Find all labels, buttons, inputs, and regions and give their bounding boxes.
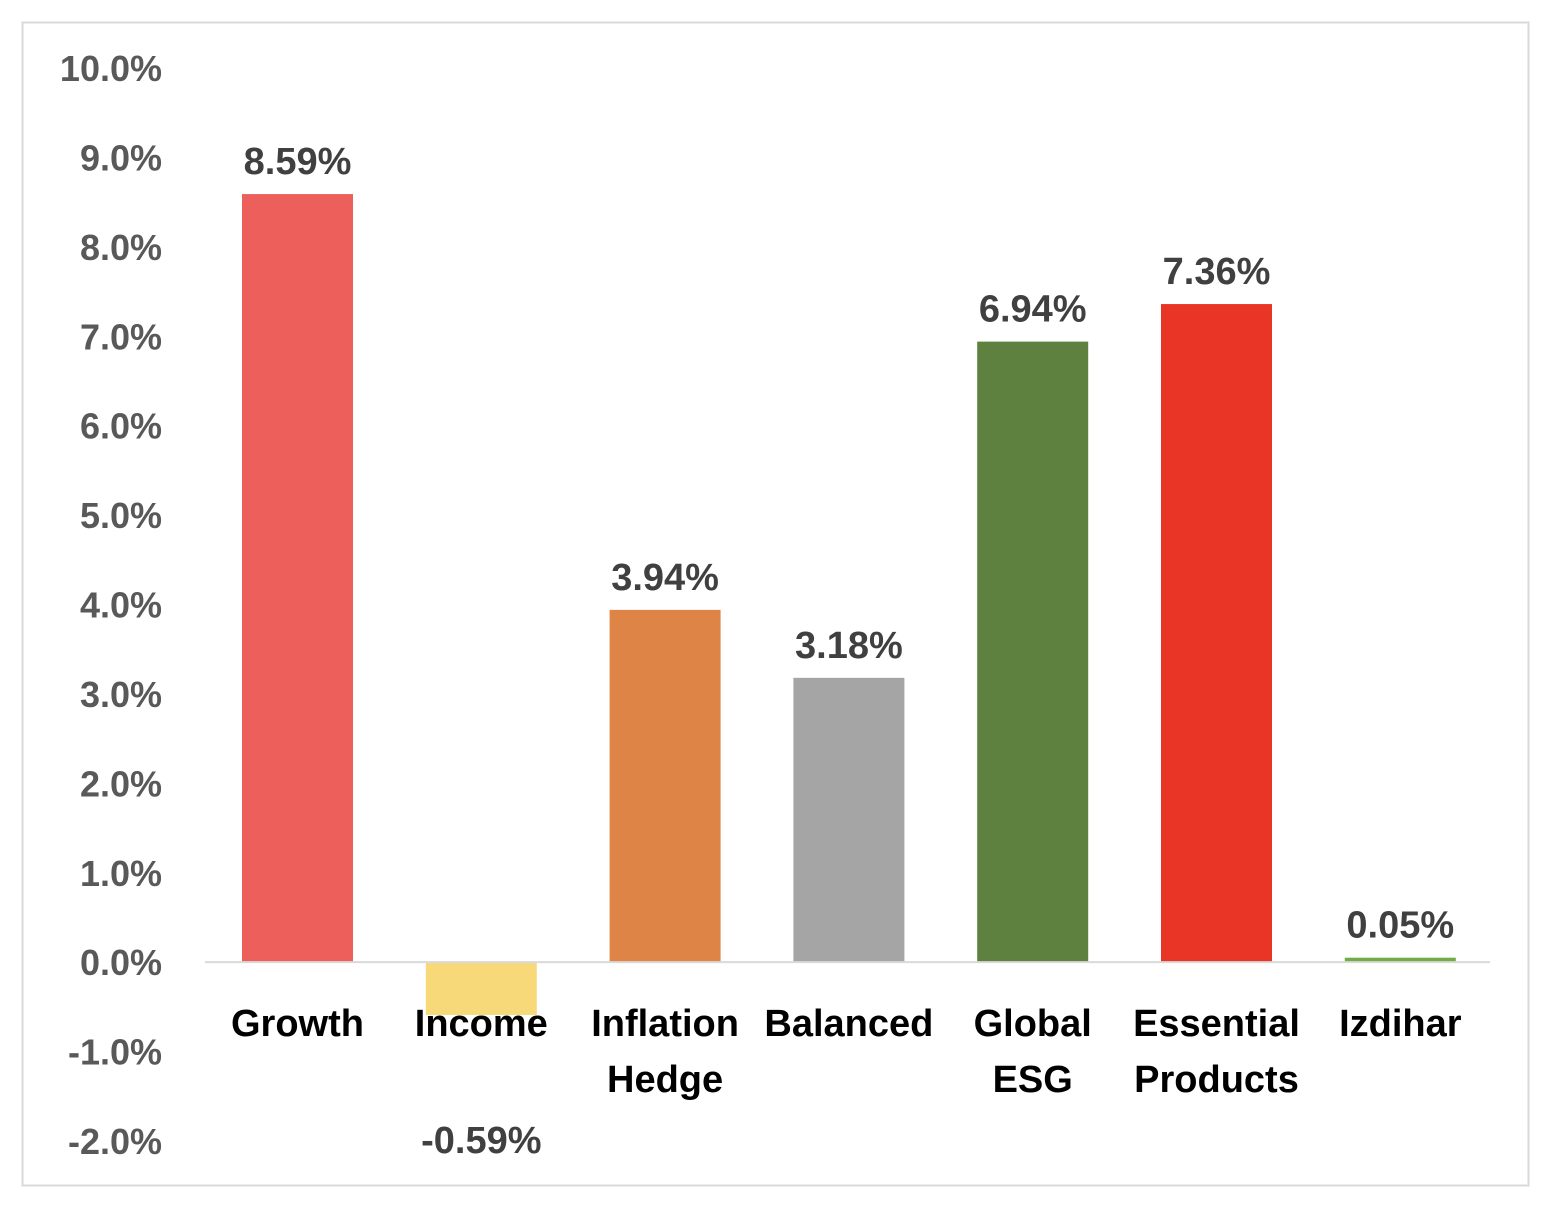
y-tick-label: 10.0% bbox=[60, 48, 162, 89]
y-tick-label: -1.0% bbox=[68, 1032, 162, 1073]
category-label: Balanced bbox=[764, 1003, 933, 1045]
data-label: -0.59% bbox=[421, 1120, 541, 1162]
data-label: 3.94% bbox=[611, 557, 719, 599]
data-label: 3.18% bbox=[795, 625, 903, 667]
category-label: ESG bbox=[993, 1059, 1073, 1101]
bar bbox=[793, 677, 905, 963]
y-tick-label: 5.0% bbox=[80, 495, 162, 536]
y-tick-label: 2.0% bbox=[80, 763, 162, 804]
bar bbox=[425, 962, 537, 1015]
y-tick-label: 0.0% bbox=[80, 942, 162, 983]
bar bbox=[242, 194, 353, 963]
bar bbox=[609, 609, 721, 963]
data-label: 6.94% bbox=[979, 289, 1087, 331]
data-label: 8.59% bbox=[244, 141, 352, 183]
y-tick-label: 3.0% bbox=[80, 674, 162, 715]
category-label: Essential bbox=[1133, 1003, 1300, 1045]
category-label: Izdihar bbox=[1339, 1003, 1462, 1045]
bar bbox=[1161, 304, 1272, 963]
data-label: 7.36% bbox=[1163, 251, 1271, 293]
category-label: Income bbox=[415, 1003, 548, 1045]
category-label: Growth bbox=[231, 1003, 364, 1045]
y-tick-label: 6.0% bbox=[80, 406, 162, 447]
category-label: Global bbox=[974, 1003, 1092, 1045]
y-tick-label: 4.0% bbox=[80, 585, 162, 626]
y-tick-label: 8.0% bbox=[80, 227, 162, 268]
category-label: Hedge bbox=[607, 1059, 723, 1101]
bar bbox=[1344, 957, 1456, 963]
category-label: Inflation bbox=[591, 1003, 739, 1045]
bar bbox=[977, 341, 1089, 963]
data-label: 0.05% bbox=[1346, 905, 1454, 947]
y-tick-label: 7.0% bbox=[80, 316, 162, 357]
y-tick-label: 1.0% bbox=[80, 853, 162, 894]
category-label: Products bbox=[1134, 1059, 1299, 1101]
y-tick-label: -2.0% bbox=[68, 1121, 162, 1162]
y-tick-label: 9.0% bbox=[80, 137, 162, 178]
